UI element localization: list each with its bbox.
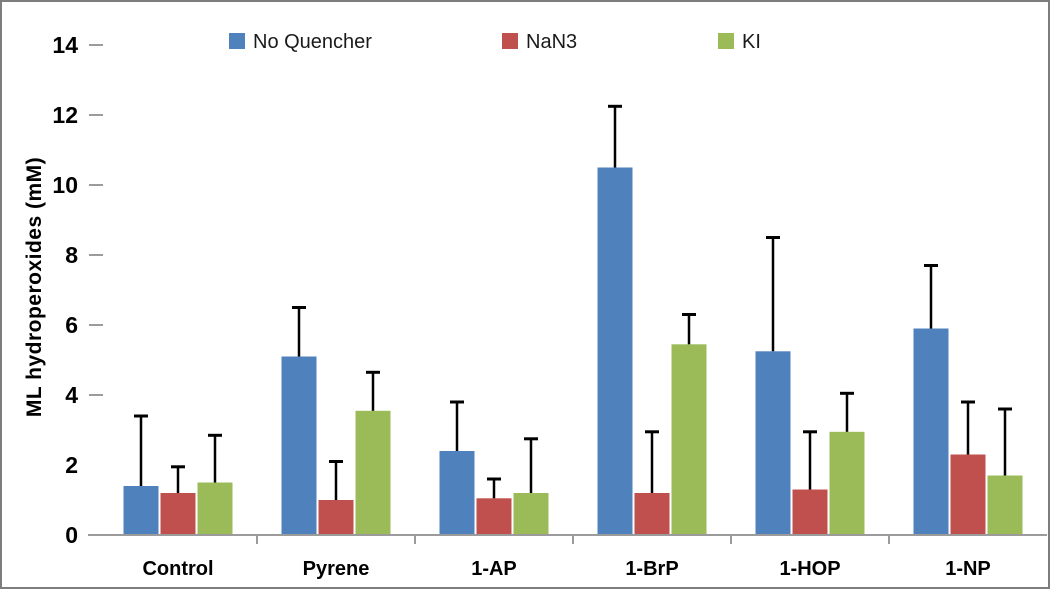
bar <box>671 344 707 536</box>
bar <box>829 431 865 536</box>
bar <box>197 482 233 535</box>
bar <box>281 356 317 535</box>
bar <box>634 493 670 535</box>
bar <box>987 475 1023 535</box>
y-tick-label: 4 <box>65 382 78 408</box>
bar <box>513 493 549 535</box>
bar <box>755 351 791 536</box>
bar <box>597 167 633 535</box>
category-label: 1-NP <box>945 558 991 580</box>
bar <box>476 498 512 536</box>
y-tick-label: 6 <box>65 312 78 338</box>
y-tick-label: 2 <box>65 452 78 478</box>
category-label: 1-AP <box>471 558 517 580</box>
category-label: 1-BrP <box>625 558 678 580</box>
y-axis-title: ML hydroperoxides (mM) <box>23 156 46 418</box>
y-tick-label: 0 <box>65 522 78 548</box>
legend-swatch <box>229 33 245 49</box>
bar <box>792 489 828 535</box>
legend-label: KI <box>742 31 761 53</box>
category-label: Control <box>142 558 213 580</box>
legend-swatch <box>502 33 518 49</box>
y-tick-label: 12 <box>52 102 78 128</box>
legend-swatch <box>718 33 734 49</box>
bar <box>318 500 354 535</box>
bar <box>160 493 196 535</box>
y-tick-label: 8 <box>65 242 78 268</box>
bar <box>439 451 475 535</box>
bar <box>913 328 949 535</box>
category-label: 1-HOP <box>779 558 840 580</box>
bar <box>123 486 159 535</box>
legend-label: No Quencher <box>253 31 372 53</box>
category-label: Pyrene <box>303 558 370 580</box>
y-tick-label: 14 <box>52 32 78 58</box>
legend-label: NaN3 <box>526 31 577 53</box>
y-tick-label: 10 <box>52 172 78 198</box>
bar <box>950 454 986 535</box>
bar <box>355 410 391 536</box>
